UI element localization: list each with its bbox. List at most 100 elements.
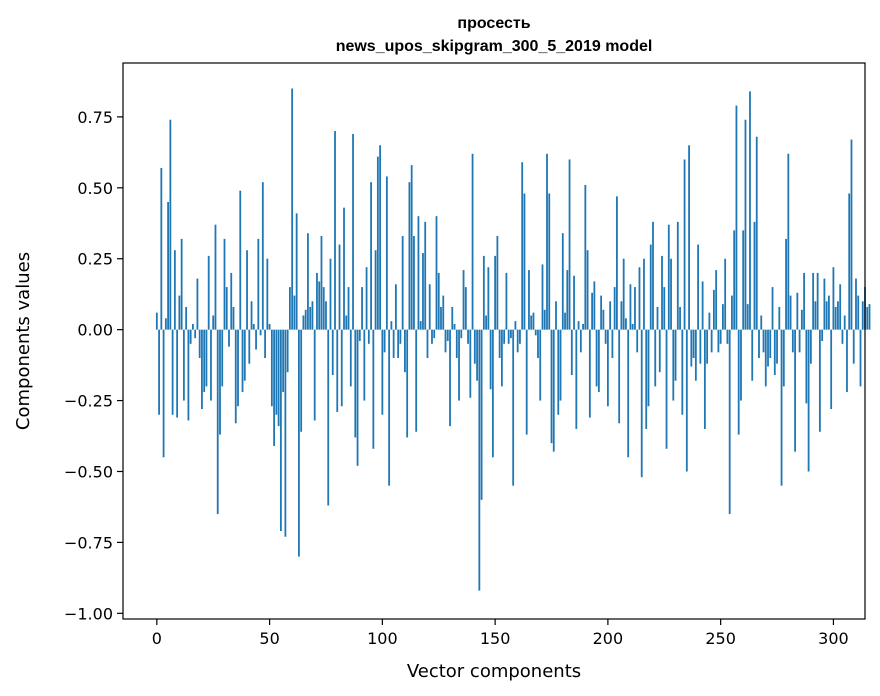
bar xyxy=(674,329,677,381)
bar xyxy=(300,329,303,432)
bar xyxy=(293,295,296,330)
bar xyxy=(857,295,860,330)
bar xyxy=(291,88,294,330)
bar xyxy=(809,329,812,364)
bar xyxy=(606,329,609,407)
bar xyxy=(539,329,542,401)
bar xyxy=(728,329,731,515)
bar xyxy=(392,329,395,359)
bar xyxy=(180,238,183,330)
bar xyxy=(491,329,494,458)
bar xyxy=(767,329,769,367)
bar xyxy=(503,329,506,344)
bar xyxy=(444,329,447,353)
bar xyxy=(198,329,201,359)
bar xyxy=(437,272,440,330)
bar xyxy=(706,329,709,364)
bar xyxy=(394,284,397,330)
bar xyxy=(487,267,490,330)
bar xyxy=(726,329,729,344)
y-axis-ticks: −1.00 −0.75 −0.50 −0.25 0.00 0.25 0.50 0.75 xyxy=(64,108,123,623)
bar xyxy=(749,91,751,330)
bar xyxy=(688,145,690,330)
chart-title-line1: просесть xyxy=(457,15,530,32)
bar xyxy=(302,315,305,330)
bar xyxy=(318,281,321,330)
y-tick-label: 0.00 xyxy=(77,321,113,340)
bar xyxy=(841,329,844,344)
bar xyxy=(591,292,593,330)
bar xyxy=(613,287,616,330)
bar xyxy=(548,193,551,330)
bar xyxy=(356,329,359,466)
x-tick-label: 200 xyxy=(593,629,624,648)
bar xyxy=(397,329,400,359)
bar xyxy=(769,329,772,359)
bar xyxy=(735,105,738,330)
bar xyxy=(309,306,312,330)
bar xyxy=(178,295,181,330)
bar xyxy=(408,182,411,330)
bar xyxy=(634,287,636,330)
bar xyxy=(751,329,754,381)
bar xyxy=(555,301,557,330)
bar xyxy=(449,329,451,427)
x-axis-label: Vector components xyxy=(407,661,581,682)
bar xyxy=(631,323,634,330)
bar xyxy=(345,315,348,330)
bar xyxy=(577,321,580,330)
bar xyxy=(201,329,203,410)
bar xyxy=(532,312,535,330)
bar xyxy=(629,284,632,330)
y-tick-label: −0.25 xyxy=(64,392,113,411)
bar xyxy=(352,133,354,330)
bar xyxy=(385,176,388,330)
bar xyxy=(185,306,188,330)
bar xyxy=(593,281,596,330)
bar xyxy=(859,329,862,387)
bar xyxy=(604,329,607,344)
bar xyxy=(252,323,255,330)
bar xyxy=(480,329,483,500)
bar xyxy=(507,329,510,344)
bar xyxy=(638,267,641,330)
bar xyxy=(850,139,853,330)
bar xyxy=(521,162,524,330)
x-tick-label: 100 xyxy=(367,629,398,648)
bar xyxy=(158,329,160,415)
bar xyxy=(699,329,702,364)
bar xyxy=(830,329,833,410)
bar xyxy=(313,329,316,421)
y-tick-label: 0.25 xyxy=(77,250,113,269)
bar xyxy=(868,304,871,330)
bar xyxy=(719,329,722,344)
bar xyxy=(685,329,688,472)
bar xyxy=(316,272,318,330)
y-tick-label: −0.75 xyxy=(64,533,113,552)
bar xyxy=(843,315,846,330)
bar xyxy=(413,236,415,330)
bar xyxy=(329,258,332,330)
bar xyxy=(223,238,226,330)
bar xyxy=(478,329,481,591)
bar xyxy=(771,287,774,330)
bar xyxy=(812,272,815,330)
bar xyxy=(780,329,783,486)
bar xyxy=(237,329,239,407)
bar xyxy=(460,329,463,339)
bar xyxy=(568,159,571,330)
bar xyxy=(496,236,499,330)
bar xyxy=(625,318,627,330)
bar xyxy=(832,267,835,330)
bar xyxy=(376,156,379,330)
bar xyxy=(288,287,291,330)
bar xyxy=(225,287,228,330)
bar xyxy=(800,309,803,330)
bar xyxy=(401,236,404,330)
bar xyxy=(663,287,666,330)
bar xyxy=(160,167,163,330)
bar xyxy=(622,258,625,330)
bar xyxy=(712,289,715,330)
bar xyxy=(794,329,796,452)
bar xyxy=(690,329,693,367)
